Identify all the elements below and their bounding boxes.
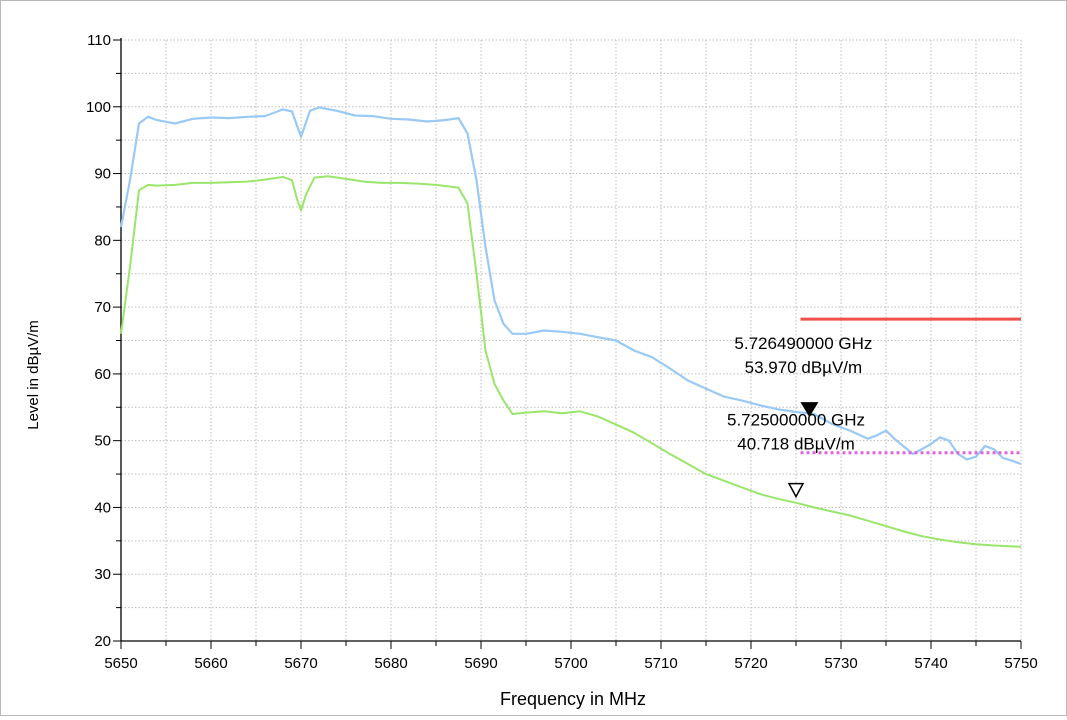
y-tick-label: 90 xyxy=(94,166,111,183)
marker-level-label: 40.718 dBµV/m xyxy=(737,435,855,454)
x-tick-label: 5680 xyxy=(374,655,407,672)
y-tick-label: 50 xyxy=(94,433,111,450)
x-tick-label: 5750 xyxy=(1004,655,1037,672)
x-tick-label: 5720 xyxy=(734,655,767,672)
axes: 20 30 40 50 60 70 80 90 100 110 5650 5660 5670 5680 56… xyxy=(86,32,1038,672)
x-tick-label: 5700 xyxy=(554,655,587,672)
series-line-peak xyxy=(119,106,1022,466)
y-tick-label: 20 xyxy=(94,633,111,650)
series xyxy=(119,106,1022,548)
y-tick-label: 70 xyxy=(94,299,111,316)
y-tick-label: 110 xyxy=(87,32,111,49)
x-axis-label: Frequency in MHz xyxy=(500,689,646,709)
marker-triangle-outline xyxy=(787,482,805,499)
y-tick-label: 30 xyxy=(94,566,111,583)
y-tick-label: 60 xyxy=(94,366,111,383)
x-tick-label: 5660 xyxy=(194,655,227,672)
x-tick-label: 5730 xyxy=(824,655,857,672)
x-tick-label: 5650 xyxy=(104,655,137,672)
y-tick-label: 100 xyxy=(86,99,111,116)
marker-triangle-filled xyxy=(800,402,819,418)
x-tick-label: 5690 xyxy=(464,655,497,672)
marker-freq-label: 5.726490000 GHz xyxy=(734,334,872,353)
y-axis-label: Level in dBµV/m xyxy=(25,320,42,430)
marker-level-label: 53.970 dBµV/m xyxy=(745,358,863,377)
y-tick-label: 40 xyxy=(94,499,111,516)
x-tick-label: 5740 xyxy=(914,655,947,672)
series-line-average xyxy=(120,175,1022,548)
grid xyxy=(121,39,1022,641)
y-tick-label: 80 xyxy=(94,232,111,249)
x-tick-label: 5710 xyxy=(644,655,677,672)
x-tick-label: 5670 xyxy=(284,655,317,672)
marker-freq-label: 5.725000000 GHz xyxy=(727,411,865,430)
markers: 5.726490000 GHz 53.970 dBµV/m 5.725000000 … xyxy=(727,334,872,499)
